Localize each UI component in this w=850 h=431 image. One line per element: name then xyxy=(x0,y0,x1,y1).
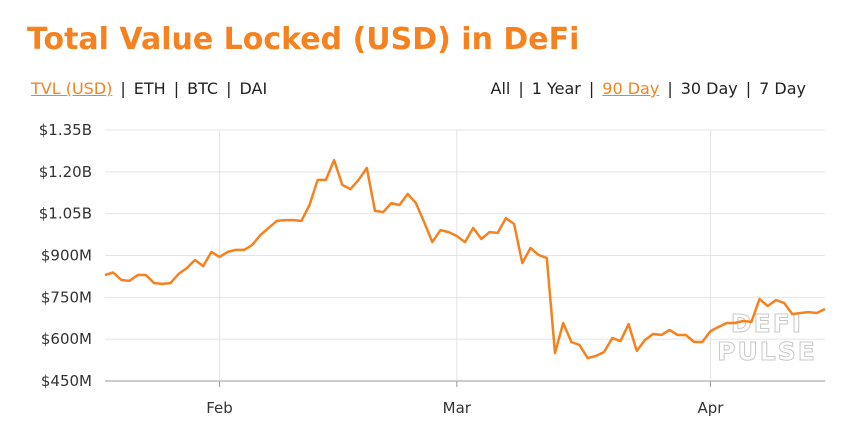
separator: | xyxy=(518,79,524,98)
option[interactable]: DAI xyxy=(239,79,268,98)
option[interactable]: BTC xyxy=(187,79,219,98)
separator: | xyxy=(120,79,126,98)
watermark: DEFI xyxy=(731,309,803,338)
y-tick-label: $600M xyxy=(41,330,92,348)
separator: | xyxy=(173,79,180,98)
option[interactable]: 90 Day xyxy=(602,79,660,98)
metric-options: TVL (USD) | ETH | BTC | DAI xyxy=(31,79,267,98)
separator: | xyxy=(226,79,232,98)
option[interactable]: ETH xyxy=(133,79,166,98)
y-tick-label: $900M xyxy=(41,247,92,265)
y-tick-label: $1.35B xyxy=(39,121,92,139)
watermark: PULSE xyxy=(717,337,817,366)
y-tick-label: $1.20B xyxy=(39,163,92,181)
separator: | xyxy=(588,79,595,98)
option[interactable]: 1 Year xyxy=(531,79,581,98)
option[interactable]: TVL (USD) xyxy=(31,79,113,98)
option[interactable]: All xyxy=(490,79,511,98)
y-tick-label: $750M xyxy=(41,288,92,306)
y-tick-label: $1.05B xyxy=(39,205,92,223)
range-options: All | 1 Year | 90 Day | 30 Day | 7 Day xyxy=(491,79,807,98)
x-tick-label: Mar xyxy=(443,399,472,417)
option[interactable]: 7 Day xyxy=(759,79,806,98)
y-tick-label: $450M xyxy=(41,372,92,390)
chart-title: Total Value Locked (USD) in DeFi xyxy=(27,22,580,57)
separator: | xyxy=(667,79,673,98)
option[interactable]: 30 Day xyxy=(680,79,738,98)
separator: | xyxy=(745,79,752,98)
x-tick-label: Feb xyxy=(206,399,233,417)
x-tick-label: Apr xyxy=(697,399,724,417)
line xyxy=(104,158,826,360)
